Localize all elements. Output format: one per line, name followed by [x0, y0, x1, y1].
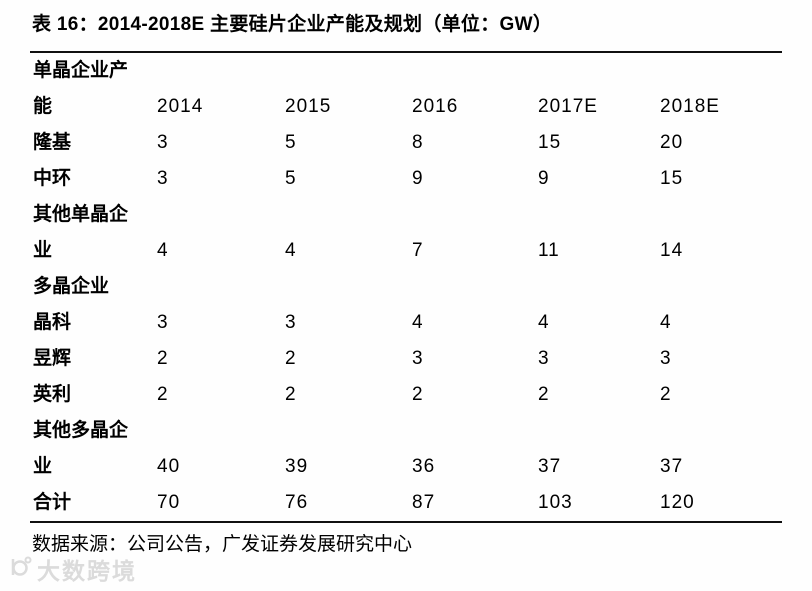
- capacity-table: 单晶企业产能 2014 2015 2016 2017E 2018E 隆基 3 5…: [30, 51, 782, 523]
- table-row-longi: 隆基 3 5 8 15 20: [30, 125, 782, 161]
- cell-value: 4: [412, 312, 424, 333]
- table-row-renesola: 昱辉 2 2 3 3 3: [30, 341, 782, 377]
- cell-value: 14: [660, 240, 684, 261]
- section-label: 多晶企业: [33, 276, 110, 297]
- cell-total: 87: [412, 492, 436, 513]
- cell-value: 3: [157, 132, 169, 153]
- cell-value: 9: [538, 168, 550, 189]
- cell-value: 15: [538, 132, 562, 153]
- row-label: 其他单晶企业: [33, 204, 129, 261]
- cell-value: 3: [538, 348, 550, 369]
- cell-empty: [412, 269, 538, 305]
- table-row-yingli: 英利 2 2 2 2 2: [30, 377, 782, 413]
- cell-value: 3: [157, 312, 169, 333]
- row-label: 晶科: [33, 312, 72, 333]
- cell-value: 5: [285, 132, 297, 153]
- cell-value: 3: [285, 312, 297, 333]
- cell-value: 40: [157, 456, 181, 477]
- cell-value: 11: [538, 240, 560, 261]
- cell-value: 8: [412, 132, 424, 153]
- cell-empty: [538, 269, 660, 305]
- cell-value: 4: [285, 240, 297, 261]
- cell-value: 3: [660, 348, 672, 369]
- column-header-2018e: 2018E: [660, 96, 720, 117]
- table-row-poly-section: 多晶企业: [30, 269, 782, 305]
- cell-value: 4: [538, 312, 550, 333]
- total-label: 合计: [33, 492, 72, 513]
- cell-value: 37: [538, 456, 562, 477]
- cell-value: 2: [660, 384, 672, 405]
- column-header-2016: 2016: [412, 96, 459, 117]
- cell-empty: [285, 269, 412, 305]
- cell-total: 120: [660, 492, 695, 513]
- cell-empty: [660, 269, 782, 305]
- cell-total: 70: [157, 492, 181, 513]
- watermark-logo-icon: [6, 553, 34, 586]
- cell-value: 2: [157, 384, 169, 405]
- column-header-2015: 2015: [285, 96, 332, 117]
- watermark: 大数跨境: [6, 552, 137, 586]
- row-label: 其他多晶企业: [33, 420, 129, 477]
- cell-empty: [157, 269, 285, 305]
- row-label: 隆基: [33, 132, 72, 153]
- cell-value: 15: [660, 168, 684, 189]
- table-row-jinko: 晶科 3 3 4 4 4: [30, 305, 782, 341]
- cell-value: 4: [660, 312, 672, 333]
- column-header-2017e: 2017E: [538, 96, 598, 117]
- row-label: 英利: [33, 384, 72, 405]
- table-row-zhonghuan: 中环 3 5 9 9 15: [30, 161, 782, 197]
- cell-value: 2: [285, 384, 297, 405]
- cell-value: 36: [412, 456, 436, 477]
- cell-value: 2: [412, 384, 424, 405]
- table-row-other-mono: 其他单晶企业 4 4 7 11 14: [30, 197, 782, 269]
- table-title: 表 16：2014-2018E 主要硅片企业产能及规划（单位：GW）: [32, 14, 553, 35]
- cell-value: 39: [285, 456, 309, 477]
- cell-value: 20: [660, 132, 684, 153]
- cell-total: 76: [285, 492, 309, 513]
- table-row-total: 合计 70 76 87 103 120: [30, 485, 782, 522]
- cell-value: 4: [157, 240, 169, 261]
- cell-value: 2: [285, 348, 297, 369]
- watermark-text: 大数跨境: [37, 558, 137, 584]
- cell-value: 7: [412, 240, 424, 261]
- table-header-row: 单晶企业产能 2014 2015 2016 2017E 2018E: [30, 52, 782, 125]
- cell-value: 37: [660, 456, 684, 477]
- cell-value: 3: [412, 348, 424, 369]
- row-label: 昱辉: [33, 348, 72, 369]
- column-header-category: 单晶企业产能: [33, 60, 129, 117]
- cell-value: 2: [157, 348, 169, 369]
- row-label: 中环: [33, 168, 72, 189]
- table-row-other-poly: 其他多晶企业 40 39 36 37 37: [30, 413, 782, 485]
- cell-value: 9: [412, 168, 424, 189]
- cell-value: 5: [285, 168, 297, 189]
- data-source-note: 数据来源：公司公告，广发证券发展研究中心: [32, 534, 413, 555]
- column-header-2014: 2014: [157, 96, 204, 117]
- cell-value: 3: [157, 168, 169, 189]
- cell-total: 103: [538, 492, 573, 513]
- cell-value: 2: [538, 384, 550, 405]
